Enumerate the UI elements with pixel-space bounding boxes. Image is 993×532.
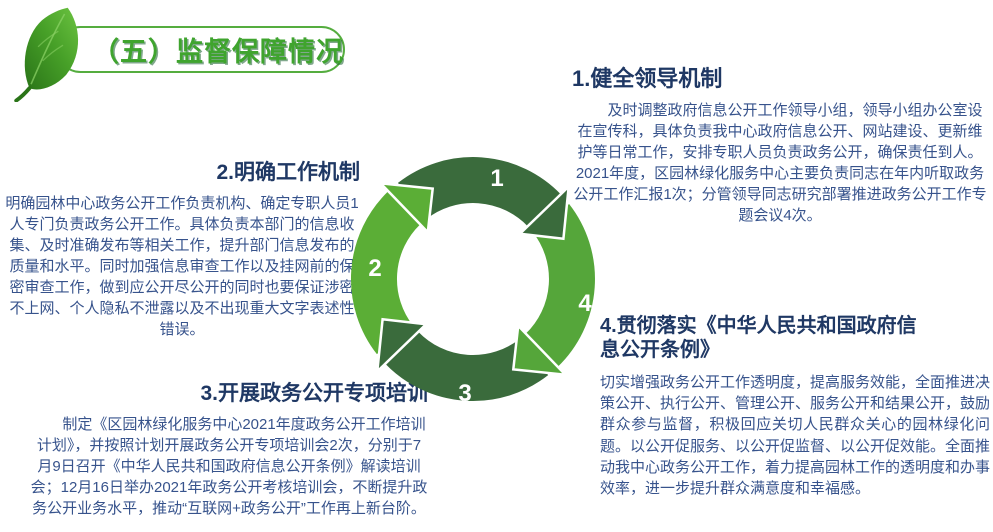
section-3-training: 3.开展政务公开专项培训 制定《区园林绿化服务中心2021年度政务公开工作培训计… [30, 381, 428, 519]
cycle-arrowhead-step4 [511, 323, 569, 377]
cycle-arrowhead-step2 [377, 181, 435, 235]
section-2-work-mechanism: 2.明确工作机制 明确园林中心政务公开工作负责机构、确定专职人员1人专门负责政务… [4, 160, 360, 340]
cycle-arc-step4 [525, 203, 595, 367]
section-4-body: 切实增强政务公开工作透明度，提高服务效能，全面推进决策公开、执行公开、管理公开、… [600, 373, 991, 498]
section-1-body: 及时调整政府信息公开工作领导小组，领导小组办公室设在宣传科，具体负责我中心政府信… [573, 101, 987, 224]
leaf-icon [14, 7, 79, 102]
cycle-arrowhead-step1 [517, 183, 571, 241]
cycle-step-number-1: 1 [490, 165, 503, 192]
section-3-body: 制定《区园林绿化服务中心2021年度政务公开工作培训计划》，并按照计划开展政务公… [30, 415, 428, 517]
section-2-body: 明确园林中心政务公开工作负责机构、确定专职人员1人专门负责政务公开工作。具体负责… [5, 194, 359, 338]
cycle-step-number-2: 2 [368, 255, 381, 282]
cycle-step-number-4: 4 [578, 290, 592, 317]
cycle-arc-step3 [385, 331, 549, 402]
header-pill: （五）监督保障情况 [57, 26, 345, 73]
section-4-regulation: 4.贯彻落实《中华人民共和国政府信息公开条例》 切实增强政务公开工作透明度，提高… [600, 314, 990, 500]
cycle-arrowhead-step3 [375, 317, 429, 375]
cycle-step-number-3: 3 [458, 380, 471, 407]
section-4-title: 4.贯彻落实《中华人民共和国政府信息公开条例》 [600, 315, 917, 362]
section-2-title: 2.明确工作机制 [216, 161, 360, 184]
section-1-title: 1.健全领导机制 [572, 66, 723, 91]
page-title: （五）监督保障情况 [92, 37, 344, 67]
cycle-arc-step2 [350, 191, 421, 355]
cycle-arc-step1 [397, 157, 561, 227]
section-3-title: 3.开展政务公开专项培训 [200, 382, 428, 405]
section-1-leadership: 1.健全领导机制 及时调整政府信息公开工作领导小组，领导小组办公室设在宣传科，具… [572, 66, 988, 226]
